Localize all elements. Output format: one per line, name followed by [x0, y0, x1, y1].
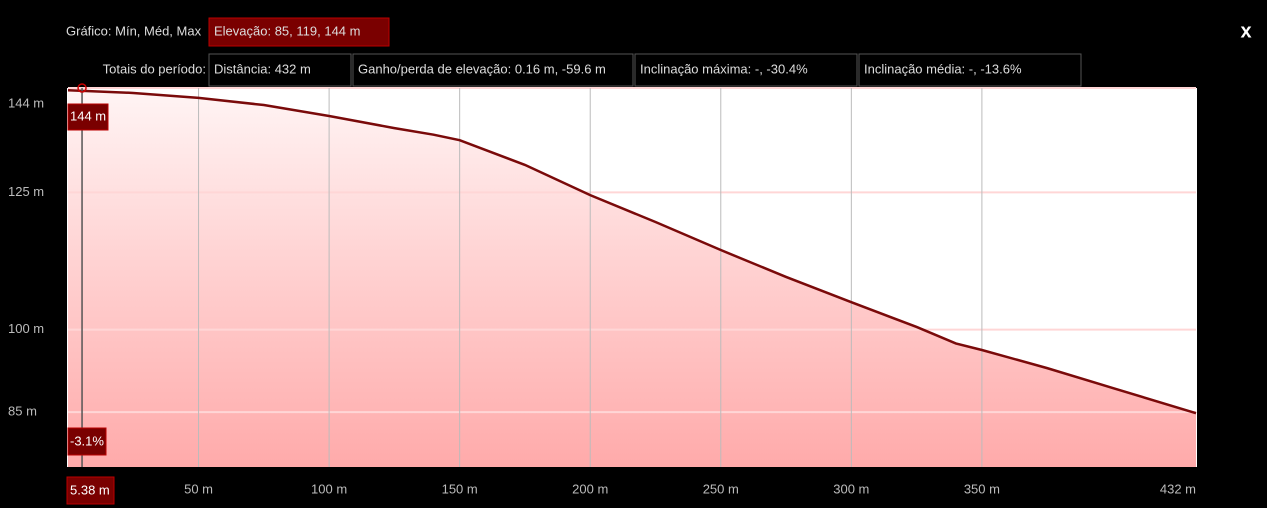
y-tick-label: 144 m	[8, 95, 44, 110]
y-tick-label: 85 m	[8, 404, 37, 419]
gain-loss-box	[352, 53, 634, 87]
cursor-slope: -3.1%	[70, 433, 104, 448]
x-tick-label: 200 m	[572, 481, 608, 496]
close-button[interactable]: x	[1240, 20, 1251, 42]
x-tick-label: 50 m	[184, 481, 213, 496]
totals-label: Totais do período:	[103, 61, 206, 76]
cursor-marker	[77, 83, 87, 93]
cursor-x: 5.38 m	[70, 482, 110, 497]
cursor-elevation: 144 m	[70, 108, 106, 123]
y-tick-label: 100 m	[8, 321, 44, 336]
x-tick-label: 100 m	[311, 481, 347, 496]
max-slope: Inclinação máxima: -, -30.4%	[640, 61, 808, 76]
cursor-x-box	[66, 476, 115, 505]
max-slope-box	[634, 53, 858, 87]
x-tick-label: 300 m	[833, 481, 869, 496]
x-tick-label: 350 m	[964, 481, 1000, 496]
distance-box	[208, 53, 352, 87]
cursor-elevation-box	[67, 103, 109, 131]
avg-slope-box	[858, 53, 1082, 87]
elevation-summary: Elevação: 85, 119, 144 m	[214, 23, 360, 38]
x-tick-label: 150 m	[442, 481, 478, 496]
cursor-slope-box	[67, 427, 107, 456]
x-tick-label: 432 m	[1160, 481, 1196, 496]
elevation-area	[68, 90, 1196, 468]
distance: Distância: 432 m	[214, 61, 311, 76]
elevation-line	[67, 88, 1197, 415]
gain-loss: Ganho/perda de elevação: 0.16 m, -59.6 m	[358, 61, 606, 76]
y-tick-label: 125 m	[8, 184, 44, 199]
avg-slope: Inclinação média: -, -13.6%	[864, 61, 1022, 76]
x-tick-label: 250 m	[703, 481, 739, 496]
elevation-box	[208, 17, 390, 47]
chart-label: Gráfico: Mín, Méd, Max	[66, 23, 202, 38]
